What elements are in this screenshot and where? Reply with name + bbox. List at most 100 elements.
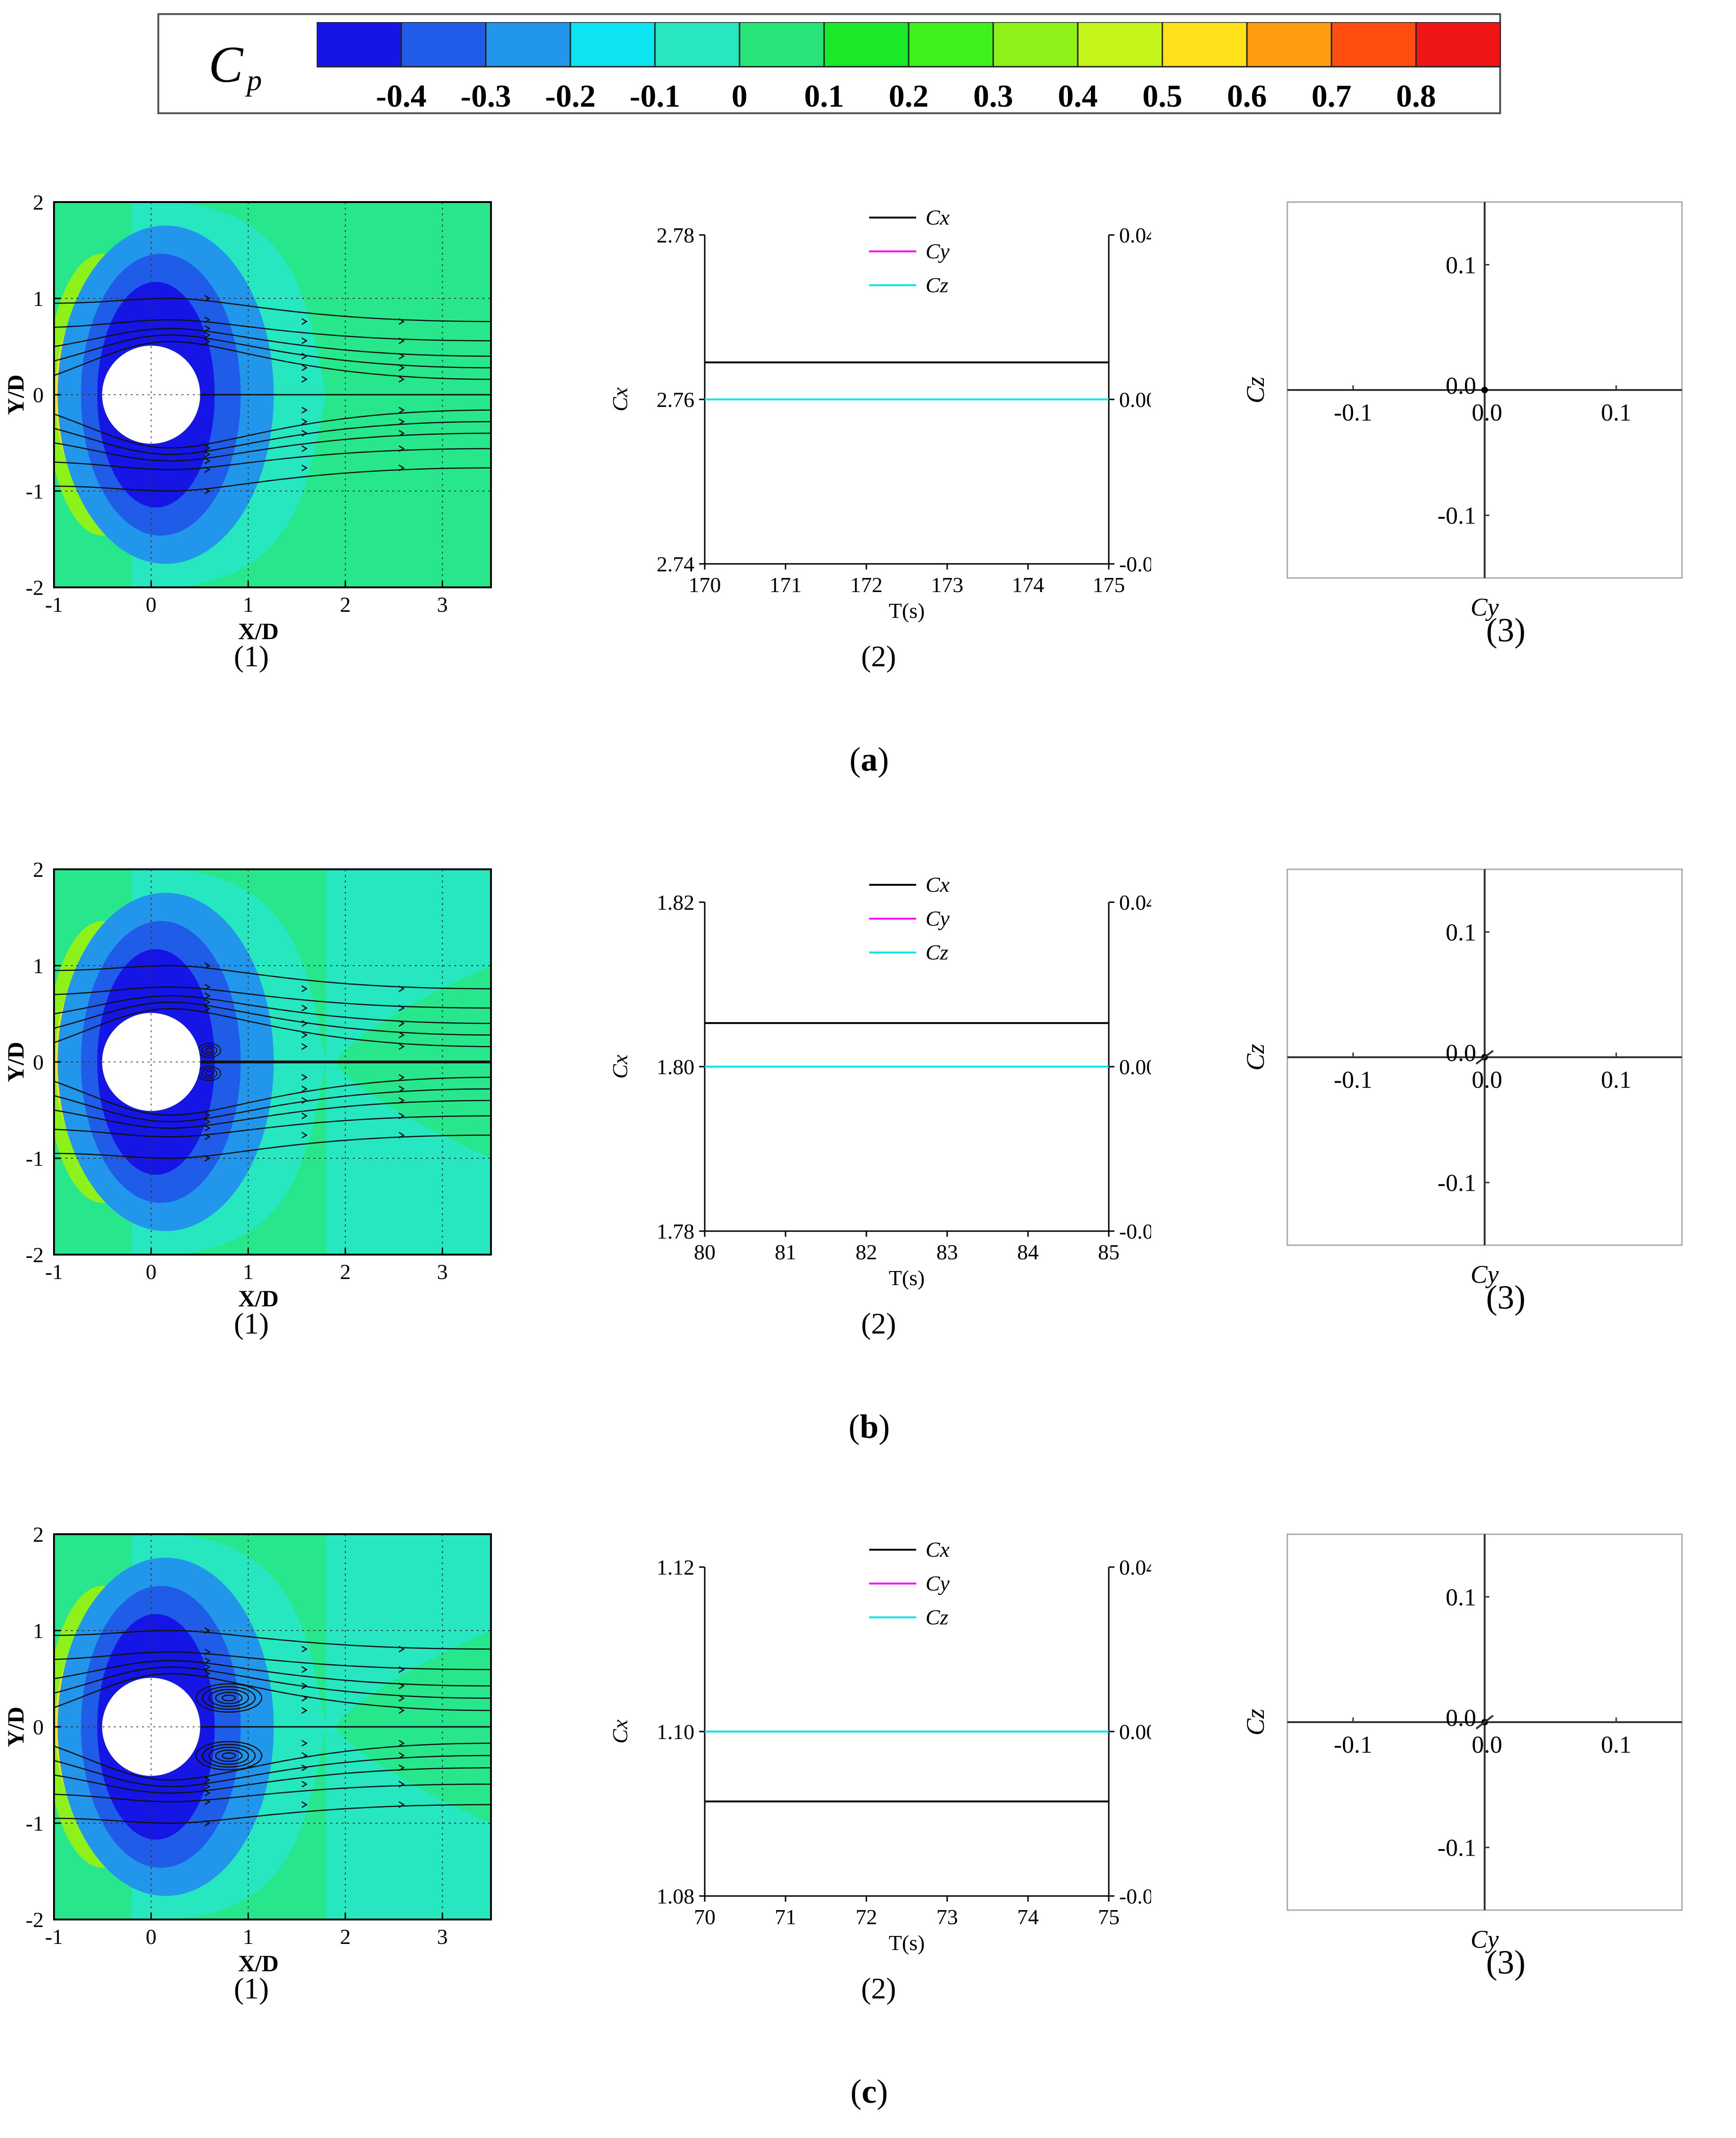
streamline: [54, 1755, 491, 1787]
x-tick-label: 3: [437, 1260, 448, 1284]
x-tick-label: 171: [770, 573, 802, 597]
y-tick-label: 0.0: [1446, 1040, 1476, 1067]
x-tick-label: 81: [775, 1240, 796, 1264]
streamline-arrow: [204, 1648, 211, 1655]
streamline-arrow: [301, 406, 308, 414]
axis-break-mark: [1475, 1050, 1494, 1065]
y-tick-label: 0.0: [1446, 373, 1476, 399]
contour-field: [54, 202, 491, 587]
streamline-arrow: [398, 318, 405, 325]
y-axis-label-left: Cx: [611, 1054, 632, 1079]
legend-label: Cz: [926, 940, 949, 964]
x-tick-label: 83: [936, 1240, 958, 1264]
streamline-arrow: [204, 445, 211, 452]
streamline: [54, 1630, 491, 1650]
y-tick-label: 2: [33, 858, 44, 882]
axis-break-mark: [1475, 1715, 1494, 1730]
streamline-arrow: [204, 457, 211, 465]
y-axis-label-left: Cx: [611, 1719, 632, 1744]
y-tick-label-right: -0.04: [1119, 1884, 1151, 1908]
streamline-arrow: [301, 337, 308, 344]
force-coefficient-chart: 170 171 172 173 174 175 2.78 2.76 2.74 0.04 0.00 -0…: [611, 205, 1151, 623]
colorbar-swatches: -0.4 -0.3 -0.2 -0.1 0 0.1 0.2 0.3 0.4 0.5 0.6 0.7 0.…: [317, 22, 1501, 114]
streamline-arrow: [301, 1707, 308, 1714]
x-tick-label: 74: [1017, 1905, 1039, 1929]
x-tick-label: -0.1: [1334, 399, 1372, 426]
y-tick-label: 0: [33, 383, 44, 407]
contour-panel-label: (1): [234, 640, 269, 673]
cylinder: [102, 345, 200, 444]
colorbar-tick-label: 0: [732, 78, 747, 114]
y-tick-label-right: 0.04: [1119, 890, 1151, 914]
colorbar-tick-label: -0.3: [460, 78, 511, 114]
colorbar-tick-label: 0.5: [1143, 78, 1183, 114]
y-tick-label-right: 0.04: [1119, 223, 1151, 247]
x-tick-label: 0: [146, 593, 156, 616]
streamline-arrow: [398, 418, 405, 425]
streamline-arrow: [398, 1740, 405, 1747]
streamline-arrow: [204, 1783, 211, 1790]
y-tick-label: -0.1: [1438, 503, 1476, 530]
streamline-arrow: [398, 1707, 405, 1714]
recirculation-vortex: [205, 1070, 214, 1077]
streamline-arrow: [301, 1020, 308, 1027]
streamline-arrow: [398, 1694, 405, 1702]
recirculation-vortex: [215, 1692, 243, 1704]
x-axis-label: Cy: [1471, 593, 1499, 621]
row-caption: (a): [775, 740, 963, 779]
phase-panel-label: (3): [1486, 1943, 1526, 1981]
y-tick-label-left: 1.10: [657, 1720, 695, 1744]
caption-paren: (: [848, 1408, 860, 1445]
colorbar-swatch: [1161, 22, 1248, 68]
streamline-arrow: [398, 1097, 405, 1104]
streamline-arrow: [301, 985, 308, 992]
y-axis-label: Y/D: [2, 1042, 29, 1082]
colorbar-tick-label: 0.6: [1227, 78, 1267, 114]
y-tick-label: -0.1: [1438, 1835, 1476, 1862]
streamline-arrow: [398, 1752, 405, 1759]
x-tick-label: 80: [694, 1240, 716, 1264]
caption-paren: ): [878, 741, 889, 778]
streamline-arrow: [301, 429, 308, 437]
caption-letter: b: [859, 1408, 879, 1445]
streamline-arrow: [301, 1646, 308, 1653]
colorbar-swatch: [739, 22, 825, 68]
streamline-arrow: [204, 1819, 211, 1827]
y-tick-label: 0.1: [1446, 252, 1476, 279]
recirculation-vortex: [205, 1047, 214, 1053]
streamline-arrow: [301, 1112, 308, 1119]
legend-label: Cy: [926, 906, 950, 930]
streamline-arrow: [398, 1682, 405, 1689]
contour-field: [54, 1534, 491, 1920]
recirculation-vortex: [195, 1741, 263, 1771]
recirculation-vortex: [208, 1747, 249, 1765]
x-tick-label: 172: [850, 573, 883, 597]
recirculation-vortex: [202, 1744, 256, 1768]
streamline-arrow: [204, 1005, 211, 1012]
streamline-arrow: [301, 318, 308, 325]
streamline: [54, 995, 491, 1024]
streamline-arrow: [301, 1780, 308, 1788]
x-axis-label: X/D: [238, 618, 279, 644]
recirculation-vortex: [208, 1689, 249, 1707]
colorbar-tick-label: 0.7: [1312, 78, 1352, 114]
recirculation-vortex: [221, 1752, 236, 1759]
streamline: [54, 328, 491, 357]
y-tick-label-left: 1.80: [657, 1055, 695, 1079]
y-tick-label: 0.1: [1446, 919, 1476, 946]
streamline: [54, 1115, 491, 1138]
streamline: [54, 1100, 491, 1129]
phase-point: [1481, 387, 1488, 393]
recirculation-vortex: [215, 1749, 243, 1762]
x-axis-label: Cy: [1471, 1925, 1499, 1953]
y-tick-label-left: 2.76: [657, 388, 695, 412]
y-tick-label: -2: [26, 1908, 44, 1932]
legend-label: Cz: [926, 1605, 949, 1629]
force-panel-label: (2): [861, 1307, 896, 1340]
streamline: [54, 1767, 491, 1794]
streamline-arrow: [301, 1740, 308, 1747]
streamline-arrow: [398, 445, 405, 452]
streamline-arrow: [204, 1670, 211, 1677]
